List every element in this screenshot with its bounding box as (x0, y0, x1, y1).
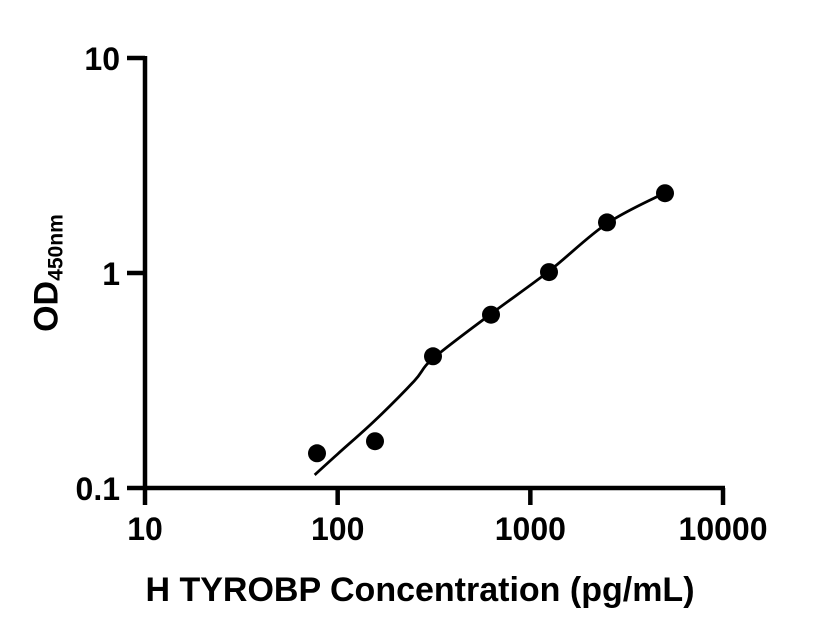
data-point-156.3 (366, 432, 384, 451)
y-tick-label-0.1: 0.1 (76, 471, 120, 507)
x-tick-label-10: 10 (127, 511, 163, 547)
data-point-1250 (540, 263, 558, 282)
y-axis-title-main: OD (27, 280, 66, 332)
data-point-78.1 (308, 444, 326, 463)
y-axis-title: OD450nm (28, 214, 69, 332)
fit-curve-line (313, 191, 666, 476)
x-tick-label-1000: 1000 (495, 511, 566, 547)
data-point-625 (482, 305, 500, 324)
y-axis-title-subscript: 450nm (44, 214, 68, 281)
data-point-312.5 (424, 347, 442, 366)
data-point-2500 (598, 213, 616, 232)
y-tick-label-10: 10 (84, 41, 120, 77)
x-tick-label-10000: 10000 (679, 511, 768, 547)
data-point-5000 (656, 184, 674, 203)
y-tick-label-1: 1 (102, 256, 120, 292)
x-tick-label-100: 100 (311, 511, 364, 547)
x-axis-title: H TYROBP Concentration (pg/mL) (145, 571, 695, 609)
